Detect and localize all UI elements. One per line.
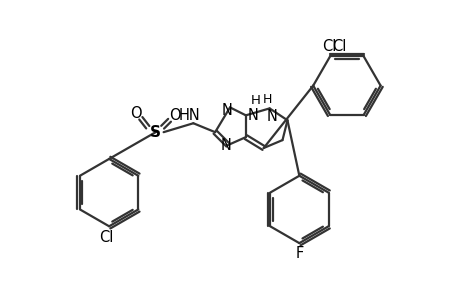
Text: F: F (295, 245, 303, 260)
Text: HN: HN (178, 108, 200, 123)
Text: H: H (263, 93, 272, 106)
Text: O: O (130, 106, 141, 121)
Text: N: N (266, 109, 276, 124)
Text: H: H (250, 94, 260, 107)
Text: N: N (220, 137, 231, 152)
Text: O: O (168, 108, 180, 123)
Text: Cl: Cl (99, 230, 113, 245)
Text: S: S (150, 125, 161, 140)
Text: N: N (221, 103, 232, 118)
Text: Cl: Cl (331, 39, 346, 54)
Text: N: N (247, 108, 258, 123)
Text: Cl: Cl (321, 39, 336, 54)
